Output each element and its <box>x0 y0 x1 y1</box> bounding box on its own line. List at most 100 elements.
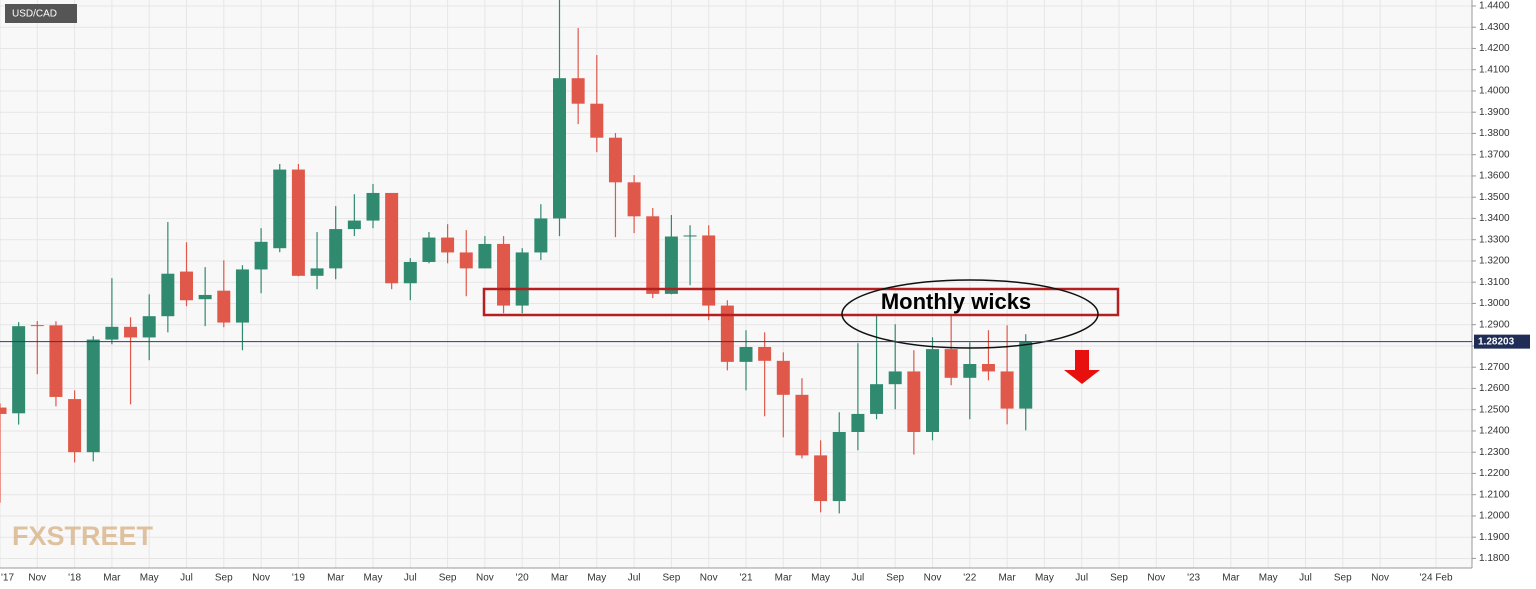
candle-body <box>366 192 380 221</box>
candle-body <box>30 325 44 327</box>
y-tick-label: 1.3000 <box>1479 298 1510 309</box>
candle-body <box>963 364 977 378</box>
x-tick-label: Sep <box>215 573 233 584</box>
x-tick-label: May <box>1259 573 1278 584</box>
candle-body <box>739 347 753 362</box>
y-tick-label: 1.4100 <box>1479 64 1510 75</box>
candle-body <box>553 78 566 219</box>
last-price-box <box>1474 334 1530 349</box>
y-tick-label: 1.3700 <box>1479 149 1510 160</box>
candle-body <box>12 326 26 414</box>
candle-body <box>497 243 511 306</box>
x-tick-label: '22 <box>963 573 976 584</box>
y-tick-label: 1.3100 <box>1479 277 1510 288</box>
candle-body <box>180 271 193 301</box>
candle-body <box>217 290 231 323</box>
candle-body <box>68 399 82 453</box>
x-tick-label: Nov <box>700 573 718 584</box>
y-tick-label: 1.4400 <box>1479 1 1510 12</box>
x-tick-label: Jul <box>180 573 193 584</box>
x-tick-label: May <box>364 573 383 584</box>
candle-body <box>870 384 884 414</box>
candle-body <box>1000 371 1014 409</box>
y-tick-label: 1.2600 <box>1479 383 1510 394</box>
candle-body <box>944 349 958 378</box>
candle-body <box>907 371 921 433</box>
candle-body <box>683 235 697 237</box>
candle-body <box>702 235 716 306</box>
x-tick-label: '24 Feb <box>1420 573 1453 584</box>
candle-body <box>720 305 734 362</box>
x-tick-label: Jul <box>628 573 641 584</box>
x-tick-label: '18 <box>68 573 81 584</box>
candle-body <box>254 241 268 270</box>
x-tick-label: Sep <box>439 573 457 584</box>
x-tick-label: Mar <box>551 573 569 584</box>
y-tick-label: 1.3200 <box>1479 256 1510 267</box>
candle-body <box>422 237 436 263</box>
candle-body <box>627 182 641 217</box>
x-tick-label: '20 <box>516 573 529 584</box>
x-tick-label: Jul <box>1299 573 1312 584</box>
grid <box>0 0 1472 568</box>
x-tick-label: Nov <box>924 573 942 584</box>
resistance-zone <box>482 287 1120 317</box>
x-tick-label: Nov <box>476 573 494 584</box>
x-tick-label: Sep <box>886 573 904 584</box>
candle-body <box>888 371 902 385</box>
y-tick-label: 1.2400 <box>1479 426 1510 437</box>
x-tick-label: Mar <box>998 573 1016 584</box>
candle-body <box>814 455 828 502</box>
candle-body <box>86 339 100 453</box>
candle-body <box>385 192 399 284</box>
y-tick-label: 1.3600 <box>1479 171 1510 182</box>
candle-body <box>124 326 138 338</box>
x-tick-label: Nov <box>28 573 46 584</box>
y-tick-label: 1.3900 <box>1479 107 1510 118</box>
x-tick-label: Sep <box>1334 573 1352 584</box>
y-tick-label: 1.2300 <box>1479 447 1510 458</box>
x-tick-label: Jul <box>404 573 417 584</box>
down-arrow <box>1064 350 1100 384</box>
y-tick-label: 1.3300 <box>1479 234 1510 245</box>
candle-body <box>795 394 809 456</box>
x-tick-label: Mar <box>1222 573 1240 584</box>
x-tick-label: Sep <box>663 573 681 584</box>
x-tick-label: Nov <box>1371 573 1389 584</box>
y-tick-label: 1.3800 <box>1479 128 1510 139</box>
last-price-label: 1.28203 <box>1478 336 1515 347</box>
candle-body <box>0 407 7 414</box>
x-tick-label: '17 <box>1 573 14 584</box>
candle-body <box>478 243 492 269</box>
candle-body <box>273 169 287 249</box>
x-tick-label: Mar <box>775 573 793 584</box>
y-tick-label: 1.3400 <box>1479 213 1510 224</box>
x-tick-label: '23 <box>1187 573 1200 584</box>
candle-body <box>646 216 660 294</box>
y-tick-label: 1.1900 <box>1479 532 1510 543</box>
candle-body <box>235 269 249 323</box>
x-tick-label: May <box>1035 573 1054 584</box>
x-tick-label: Mar <box>327 573 345 584</box>
x-tick-label: Nov <box>1147 573 1165 584</box>
candle-body <box>776 360 790 395</box>
y-tick-label: 1.2100 <box>1479 489 1510 500</box>
annotation: Monthly wicks <box>881 289 1031 314</box>
candles <box>0 0 1033 514</box>
candle-body <box>664 236 678 294</box>
candle-body <box>851 413 865 433</box>
candle-body <box>291 169 305 276</box>
y-tick-label: 1.4200 <box>1479 43 1510 54</box>
candle-body <box>441 237 455 253</box>
watermark: FXSTREET <box>12 521 154 551</box>
y-tick-label: 1.4300 <box>1479 22 1510 33</box>
symbol: USD/CAD <box>12 9 57 20</box>
y-tick-label: 1.3500 <box>1479 192 1510 203</box>
candle-body <box>329 229 343 269</box>
y-tick-label: 1.2200 <box>1479 468 1510 479</box>
candle-body <box>926 349 939 433</box>
candle-body <box>832 432 846 502</box>
candle-body <box>161 273 175 317</box>
candle-body <box>403 262 417 284</box>
symbol-box <box>5 4 77 23</box>
